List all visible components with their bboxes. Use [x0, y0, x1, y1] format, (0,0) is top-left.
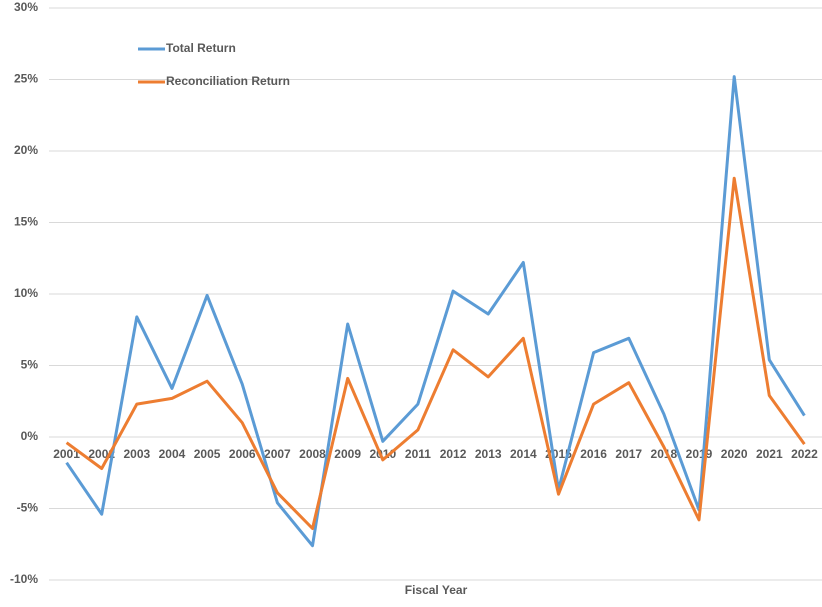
legend-label: Total Return [166, 41, 236, 55]
y-tick-label: 10% [14, 286, 38, 300]
y-tick-label: 5% [21, 358, 39, 372]
x-tick-label: 2020 [721, 447, 748, 461]
x-tick-label: 2004 [159, 447, 186, 461]
x-tick-label: 2001 [53, 447, 80, 461]
x-tick-label: 2014 [510, 447, 537, 461]
series-line [65, 75, 806, 548]
y-tick-label: 25% [14, 72, 38, 86]
x-tick-label: 2012 [440, 447, 467, 461]
x-tick-label: 2017 [615, 447, 642, 461]
x-tick-label: 2021 [756, 447, 783, 461]
y-tick-label: -10% [10, 572, 38, 586]
x-tick-label: 2009 [334, 447, 361, 461]
x-tick-label: 2016 [580, 447, 607, 461]
x-tick-label: 2006 [229, 447, 256, 461]
x-tick-label: 2018 [651, 447, 678, 461]
y-tick-label: 15% [14, 215, 38, 229]
x-tick-label: 2010 [369, 447, 396, 461]
series-line [65, 176, 806, 530]
x-tick-label: 2003 [123, 447, 150, 461]
x-tick-label: 2019 [686, 447, 713, 461]
y-tick-label: 30% [14, 0, 38, 14]
x-tick-label: 2005 [194, 447, 221, 461]
y-tick-label: 20% [14, 143, 38, 157]
x-tick-label: 2011 [405, 447, 431, 461]
y-tick-label: 0% [21, 429, 39, 443]
legend-label: Reconciliation Return [166, 74, 290, 88]
y-tick-label: -5% [17, 501, 39, 515]
x-tick-label: 2007 [264, 447, 291, 461]
x-tick-label: 2022 [791, 447, 818, 461]
x-axis-title: Fiscal Year [405, 583, 468, 597]
x-tick-label: 2008 [299, 447, 326, 461]
x-tick-label: 2013 [475, 447, 502, 461]
